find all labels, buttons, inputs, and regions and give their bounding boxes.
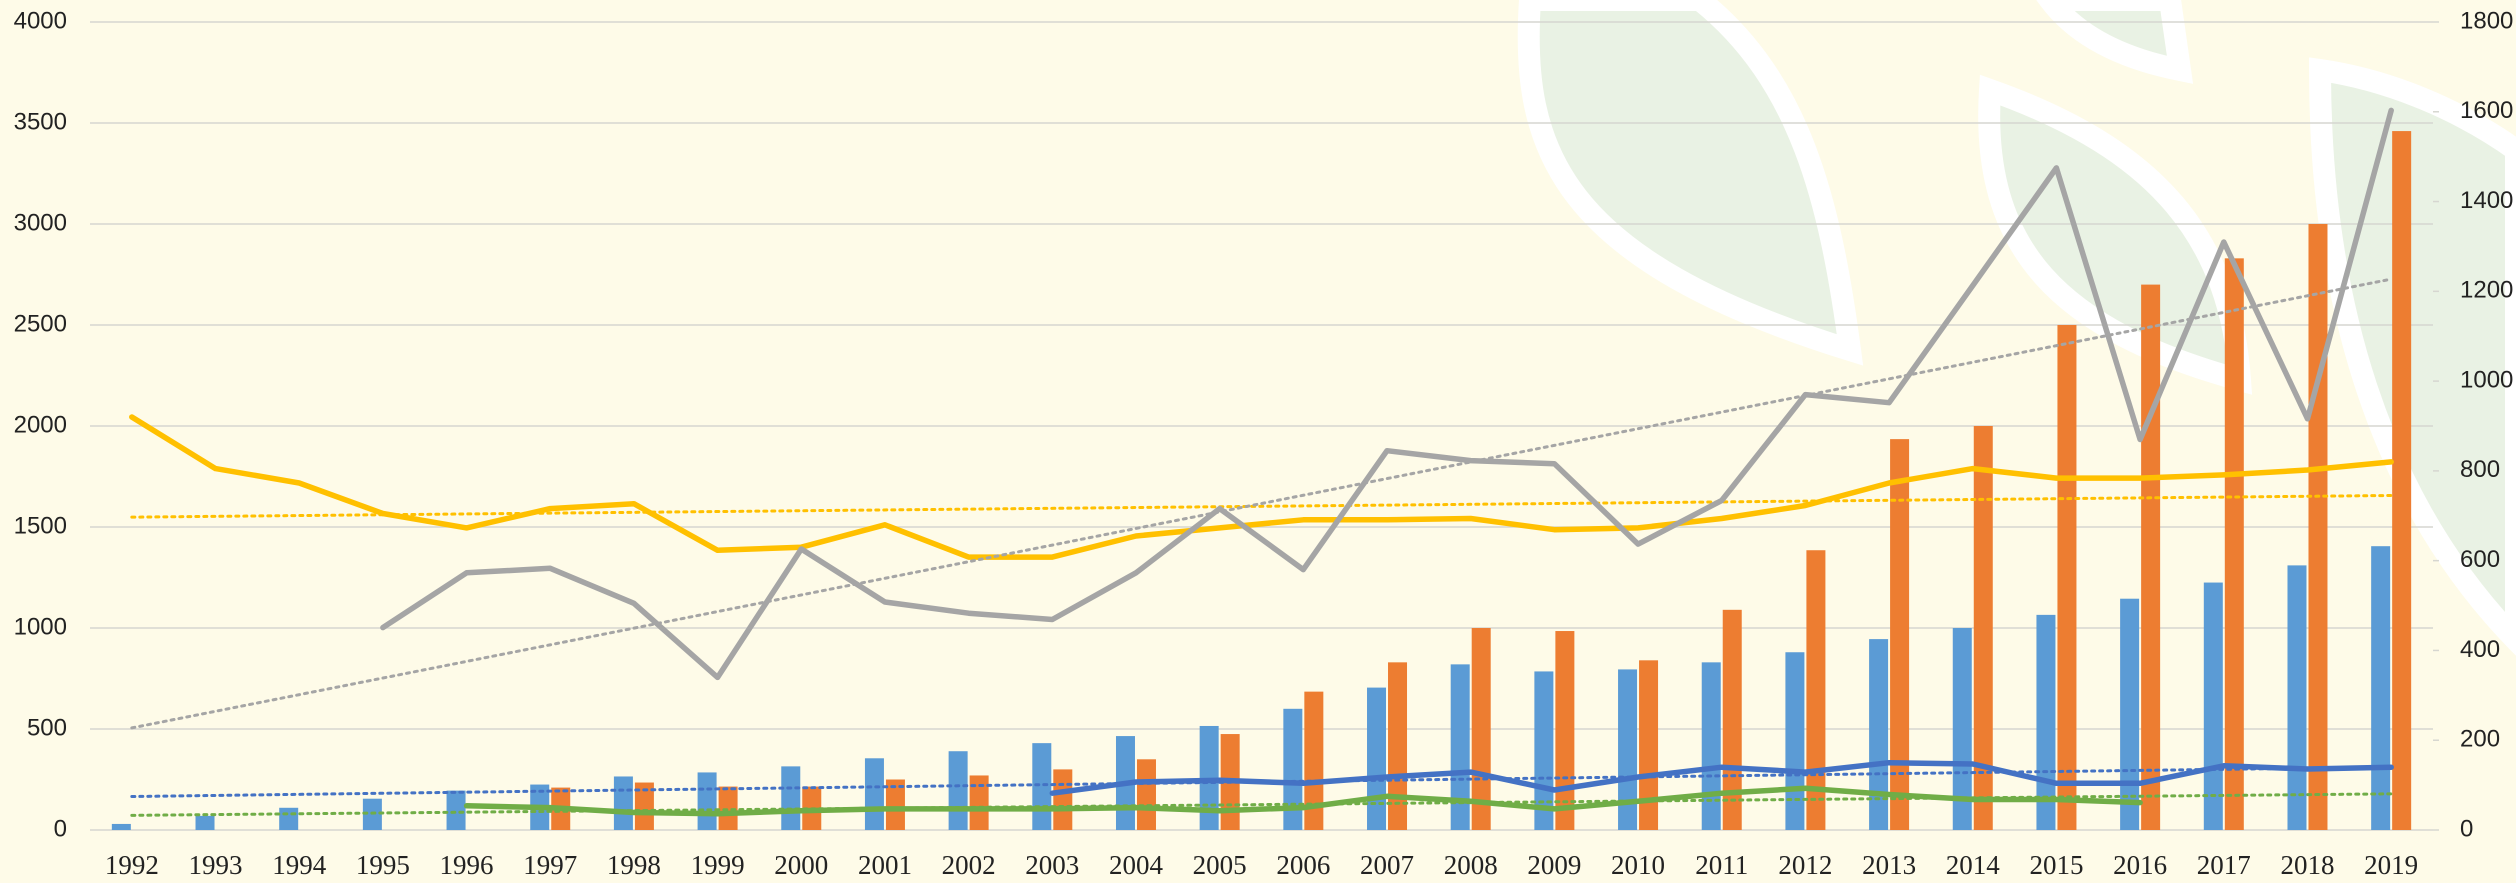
- x-tick-label: 1993: [189, 850, 243, 880]
- trendline: [130, 277, 2393, 730]
- bar: [1701, 662, 1721, 830]
- bar: [885, 779, 905, 830]
- bar: [864, 758, 884, 830]
- bar: [111, 823, 131, 830]
- x-tick-label: 2008: [1444, 850, 1498, 880]
- bar: [1890, 439, 1910, 830]
- x-tick-label: 2011: [1695, 850, 1748, 880]
- bar: [1618, 669, 1638, 830]
- bar: [2371, 546, 2391, 830]
- x-tick-label: 2013: [1862, 850, 1916, 880]
- y-tick-label: 2000: [14, 411, 67, 438]
- bar: [2287, 565, 2307, 830]
- bar: [1388, 662, 1408, 830]
- bar: [634, 782, 654, 830]
- bar: [1283, 708, 1303, 830]
- y2-tick-label: 1000: [2460, 366, 2513, 393]
- line: [1049, 759, 2394, 796]
- x-tick-label: 1997: [523, 850, 577, 880]
- y2-tick-label: 1200: [2460, 277, 2513, 304]
- line: [463, 785, 2143, 817]
- bar: [2057, 325, 2077, 830]
- background-leaves: [1517, 0, 2516, 656]
- bar: [697, 772, 717, 830]
- x-tick-label: 2009: [1527, 850, 1581, 880]
- bar: [969, 775, 989, 830]
- x-tick-label: 2016: [2113, 850, 2167, 880]
- x-tick-label: 2018: [2280, 850, 2334, 880]
- y2-tick-label: 800: [2460, 456, 2500, 483]
- line: [380, 107, 2394, 681]
- y2-tick-label: 600: [2460, 546, 2500, 573]
- bar: [613, 776, 633, 830]
- y2-tick-label: 1600: [2460, 97, 2513, 124]
- x-tick-label: 2006: [1276, 850, 1330, 880]
- y-tick-label: 3000: [14, 209, 67, 236]
- x-tick-label: 1998: [607, 850, 661, 880]
- bar: [2308, 224, 2328, 830]
- x-tick-label: 1994: [272, 850, 327, 880]
- bar: [279, 807, 299, 830]
- x-tick-label: 2004: [1109, 850, 1164, 880]
- x-tick-label: 2003: [1025, 850, 1079, 880]
- bar: [948, 751, 968, 830]
- y2-tick-label: 0: [2460, 815, 2473, 842]
- x-tick-label: 1996: [440, 850, 494, 880]
- bar: [1304, 691, 1324, 830]
- y-tick-label: 4000: [14, 7, 67, 34]
- y-tick-label: 2500: [14, 310, 67, 337]
- bar: [1806, 550, 1826, 830]
- x-tick-label: 1992: [105, 850, 159, 880]
- y-tick-label: 3500: [14, 108, 67, 135]
- x-tick-label: 2002: [942, 850, 996, 880]
- bar: [1032, 743, 1052, 830]
- bar: [195, 815, 215, 830]
- bar: [1785, 652, 1805, 830]
- bar: [446, 790, 466, 830]
- bar: [1367, 687, 1387, 830]
- x-tick-label: 2007: [1360, 850, 1414, 880]
- y2-tick-label: 1800: [2460, 7, 2513, 34]
- x-tick-label: 2000: [774, 850, 828, 880]
- x-tick-label: 2017: [2197, 850, 2251, 880]
- x-tick-label: 2015: [2029, 850, 2083, 880]
- bar: [1136, 759, 1156, 830]
- y2-tick-label: 400: [2460, 636, 2500, 663]
- y-tick-label: 0: [54, 815, 67, 842]
- x-tick-label: 2010: [1611, 850, 1665, 880]
- bar: [2224, 258, 2244, 831]
- x-tick-label: 1999: [691, 850, 745, 880]
- bar: [1722, 609, 1742, 830]
- x-tick-label: 2005: [1193, 850, 1247, 880]
- bar: [781, 766, 801, 830]
- bar: [1053, 769, 1073, 830]
- bar: [1952, 628, 1972, 830]
- bar: [718, 786, 738, 830]
- y-tick-label: 1000: [14, 613, 67, 640]
- bar: [2203, 582, 2223, 830]
- bar: [1639, 660, 1659, 830]
- x-tick-label: 1995: [356, 850, 410, 880]
- y2-tick-label: 200: [2460, 726, 2500, 753]
- x-tick-label: 2014: [1946, 850, 2001, 880]
- x-tick-label: 2012: [1778, 850, 1832, 880]
- bar: [1450, 664, 1470, 830]
- x-tick-label: 2019: [2364, 850, 2418, 880]
- bar: [2141, 284, 2161, 831]
- bar: [1555, 631, 1575, 830]
- bar: [1973, 426, 1993, 830]
- bar: [1869, 639, 1889, 830]
- bar: [2392, 131, 2412, 830]
- bar: [2120, 598, 2140, 830]
- line: [129, 414, 2394, 560]
- y-tick-label: 500: [27, 714, 67, 741]
- trendline: [130, 493, 2393, 519]
- x-tick-label: 2001: [858, 850, 912, 880]
- y2-tick-label: 1400: [2460, 187, 2513, 214]
- bar: [2036, 614, 2056, 830]
- y-tick-label: 1500: [14, 512, 67, 539]
